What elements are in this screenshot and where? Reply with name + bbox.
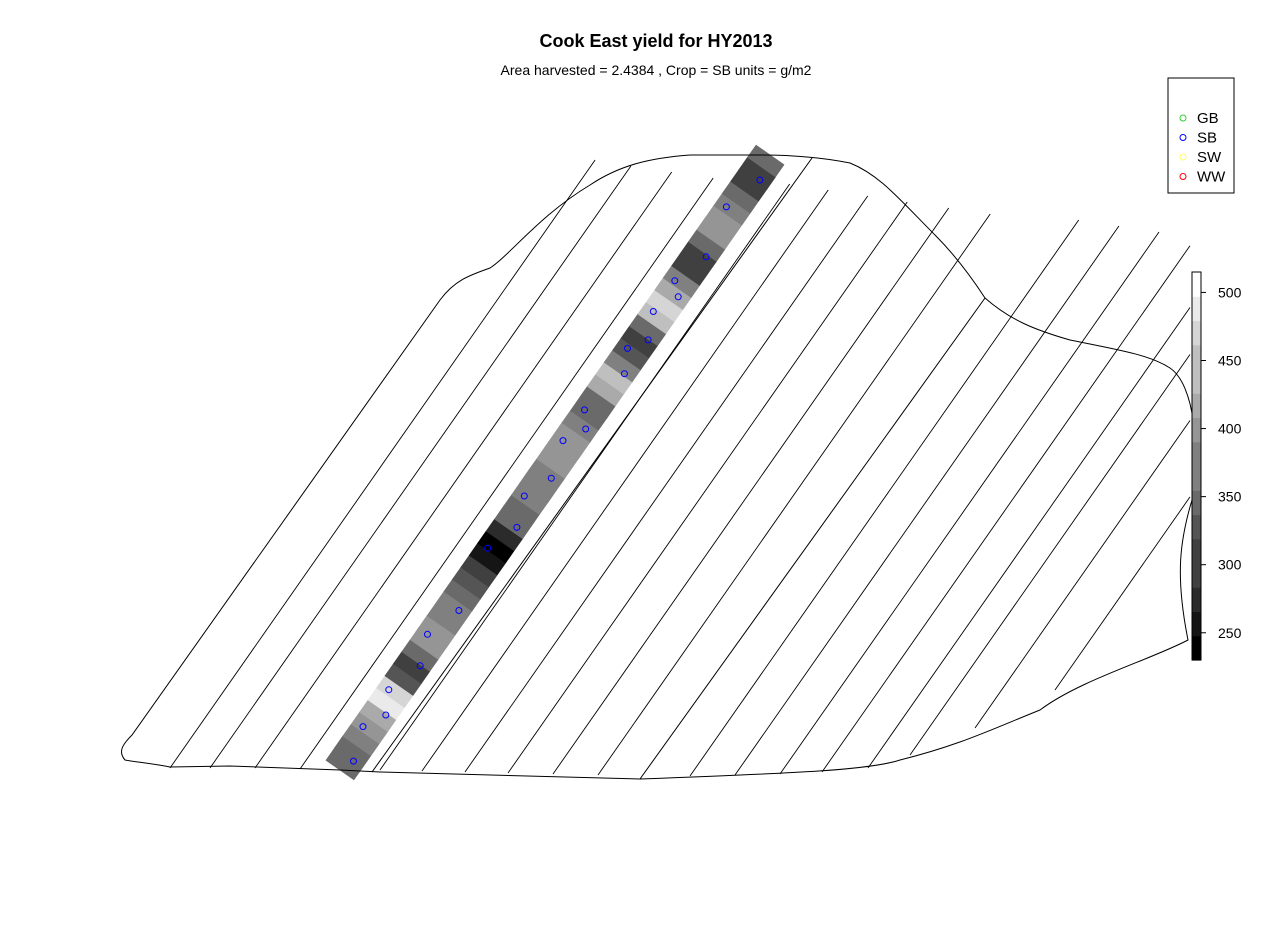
legend-entry-label: WW	[1197, 169, 1226, 186]
pass-line	[868, 308, 1190, 769]
colorbar-step	[1192, 587, 1201, 612]
pass-line	[910, 355, 1190, 756]
pass-line	[380, 184, 790, 770]
colorbar-step	[1192, 418, 1201, 443]
colorbar-tick-label: 500	[1218, 284, 1242, 300]
pass-line	[422, 190, 828, 771]
field-map	[121, 145, 1195, 779]
pass-line	[780, 232, 1159, 774]
colorbar-step	[1192, 515, 1201, 540]
colorbar-tick-label: 250	[1218, 625, 1242, 641]
legend: GB SB SW WW	[1168, 78, 1234, 193]
colorbar: 250 300 350 400 450 500	[1192, 272, 1242, 661]
pass-line	[735, 226, 1119, 775]
colorbar-step	[1192, 345, 1201, 370]
colorbar-step	[1192, 539, 1201, 564]
pass-line	[975, 421, 1190, 729]
colorbar-step	[1192, 272, 1201, 297]
strip-edge-line	[372, 158, 812, 772]
colorbar-step	[1192, 369, 1201, 394]
pass-line	[690, 220, 1079, 776]
field-boundary	[121, 155, 1195, 779]
colorbar-step	[1192, 636, 1201, 661]
colorbar-tick-label: 350	[1218, 489, 1242, 505]
field-divider-line	[640, 298, 985, 779]
pass-line	[300, 178, 713, 769]
colorbar-tick-label: 450	[1218, 352, 1242, 368]
colorbar-step	[1192, 321, 1201, 346]
chart-subtitle: Area harvested = 2.4384 , Crop = SB unit…	[501, 62, 812, 78]
pass-line	[508, 202, 907, 773]
colorbar-step	[1192, 490, 1201, 515]
legend-entry-label: GB	[1197, 110, 1219, 127]
colorbar-step	[1192, 563, 1201, 588]
legend-entry-label: SB	[1197, 130, 1217, 147]
chart-title: Cook East yield for HY2013	[539, 31, 772, 51]
colorbar-step	[1192, 466, 1201, 491]
colorbar-step	[1192, 393, 1201, 418]
pass-line	[255, 172, 672, 768]
colorbar-step	[1192, 612, 1201, 637]
colorbar-tick-label: 300	[1218, 557, 1242, 573]
colorbar-step	[1192, 442, 1201, 467]
colorbar-step	[1192, 296, 1201, 321]
pass-line	[1055, 497, 1190, 690]
colorbar-tick-label: 400	[1218, 421, 1242, 437]
legend-entry-label: SW	[1197, 149, 1222, 166]
